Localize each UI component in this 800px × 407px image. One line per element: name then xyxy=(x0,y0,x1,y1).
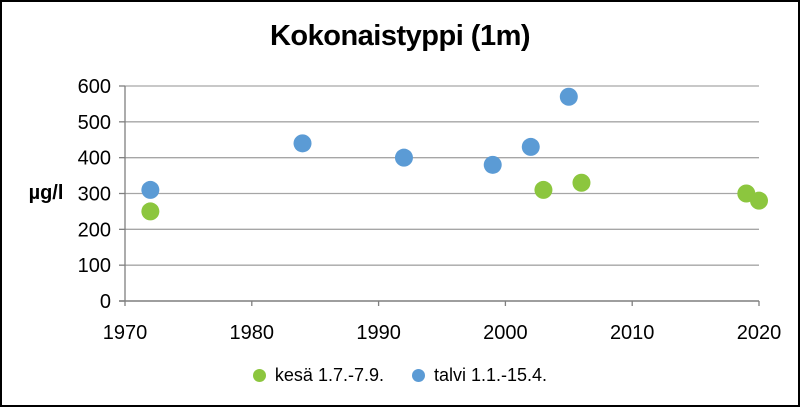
data-point-kesa xyxy=(572,173,591,192)
y-tick-label: 0 xyxy=(100,291,111,313)
data-point-kesa xyxy=(141,202,160,221)
chart-title: Kokonaistyppi (1m) xyxy=(269,20,531,52)
y-tick-label: 500 xyxy=(78,112,111,134)
y-tick-label: 600 xyxy=(78,76,111,98)
legend-marker-talvi-icon xyxy=(412,369,425,382)
y-axis-unit-label: µg/l xyxy=(28,182,64,204)
y-tick-label: 400 xyxy=(78,148,111,170)
x-tick-label: 2020 xyxy=(737,322,782,344)
data-point-kesa xyxy=(534,180,553,199)
x-tick-label: 1990 xyxy=(356,322,401,344)
data-point-talvi xyxy=(521,137,540,156)
data-point-talvi xyxy=(141,180,160,199)
legend-item-talvi: talvi 1.1.-15.4. xyxy=(412,365,547,386)
data-point-talvi xyxy=(559,87,578,106)
x-tick-label: 2000 xyxy=(483,322,528,344)
legend-label-kesa: kesä 1.7.-7.9. xyxy=(274,365,384,385)
x-tick-label: 1970 xyxy=(103,322,148,344)
y-tick-label: 300 xyxy=(78,184,111,206)
data-point-talvi xyxy=(394,148,413,167)
data-point-talvi xyxy=(483,155,502,174)
legend-item-kesa: kesä 1.7.-7.9. xyxy=(252,365,384,386)
legend-label-talvi: talvi 1.1.-15.4. xyxy=(434,365,548,385)
chart-legend: kesä 1.7.-7.9. talvi 1.1.-15.4. xyxy=(2,365,798,386)
y-tick-label: 100 xyxy=(78,255,111,277)
data-point-talvi xyxy=(293,134,312,153)
x-tick-label: 1980 xyxy=(230,322,275,344)
y-tick-label: 200 xyxy=(78,219,111,241)
legend-marker-kesa-icon xyxy=(252,369,266,382)
data-point-kesa xyxy=(750,191,768,210)
x-tick-label: 2010 xyxy=(610,322,655,344)
